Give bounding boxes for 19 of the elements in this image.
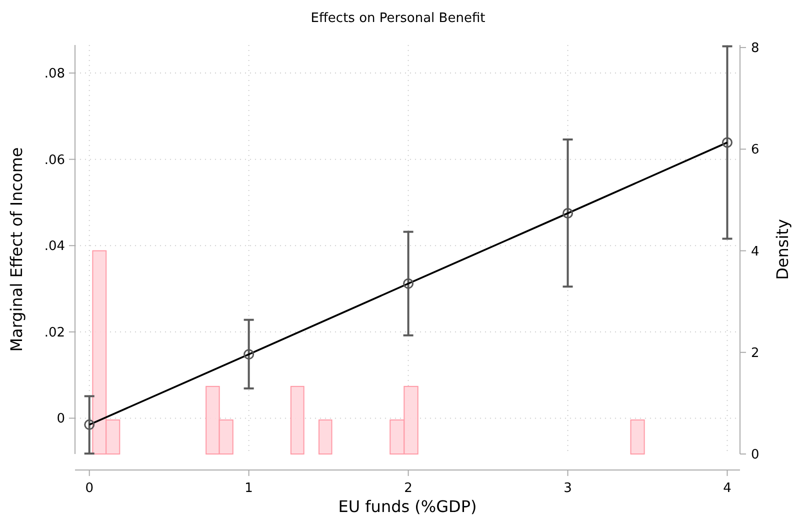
x-axis-title: EU funds (%GDP) — [338, 497, 477, 516]
x-tick-label: 4 — [723, 481, 732, 496]
y2-axis-title: Density — [773, 219, 792, 280]
x-tick-label: 0 — [85, 481, 94, 496]
y2-tick-label: 2 — [751, 346, 760, 361]
x-tick-label: 2 — [404, 481, 412, 496]
x-tick-label: 1 — [244, 481, 253, 496]
y2-tick-label: 0 — [751, 448, 760, 463]
y-tick-label: 0 — [56, 412, 65, 427]
y-tick-label: .02 — [44, 325, 65, 340]
chart-title: Effects on Personal Benefit — [310, 11, 486, 26]
y2-tick-label: 4 — [751, 244, 760, 260]
y2-tick-label: 6 — [751, 142, 760, 158]
y-tick-label: .04 — [44, 239, 65, 254]
y-axis-title: Marginal Effect of Income — [7, 147, 26, 352]
y-tick-label: .08 — [44, 66, 65, 82]
y-tick-label: .06 — [44, 152, 65, 168]
x-tick-label: 3 — [564, 481, 572, 496]
y2-tick-label: 8 — [751, 41, 760, 56]
